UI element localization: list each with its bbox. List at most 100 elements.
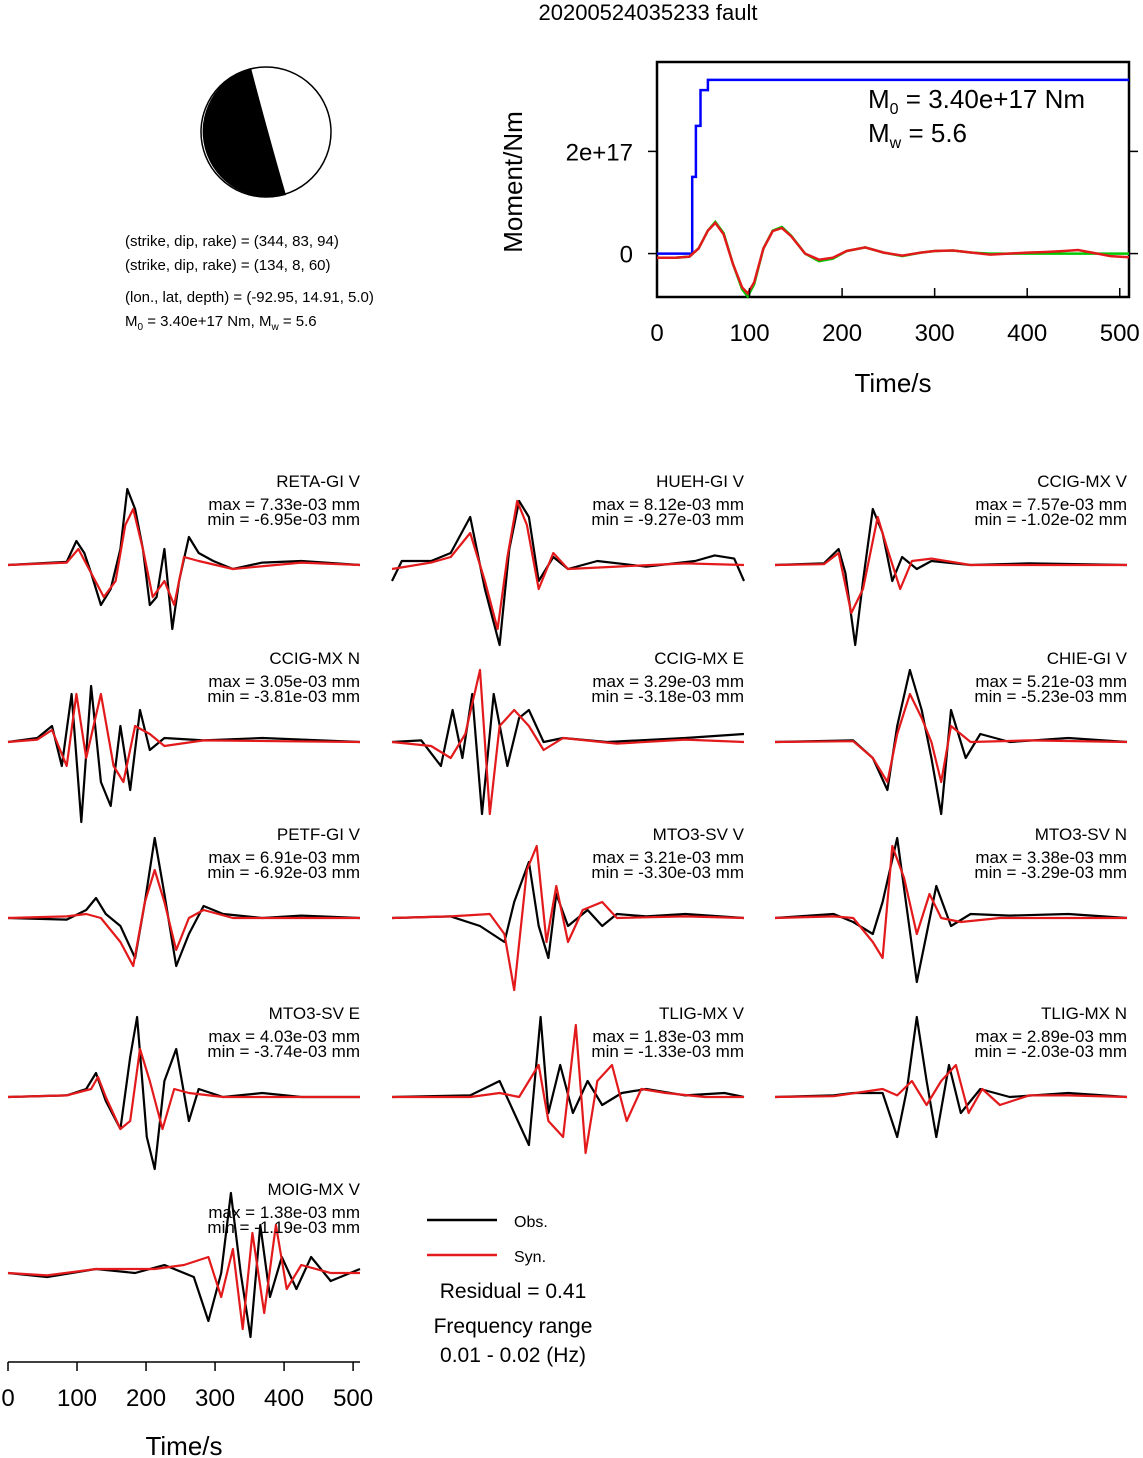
synthetic-trace xyxy=(7,507,361,607)
figure-title: 20200524035233 fault xyxy=(539,0,758,25)
observed-trace xyxy=(774,507,1128,647)
station-name: TLIG-MX V xyxy=(659,1004,745,1023)
synthetic-trace xyxy=(7,1047,360,1131)
synthetic-trace xyxy=(391,844,745,992)
station-name: CCIG-MX E xyxy=(654,649,744,668)
station-name: CCIG-MX V xyxy=(1037,472,1127,491)
waveform-x-tick-label-4: 400 xyxy=(264,1385,304,1412)
observed-trace xyxy=(7,836,361,968)
synthetic-trace xyxy=(774,515,1127,615)
waveform-x-tick-label-1: 100 xyxy=(57,1385,97,1412)
synthetic-trace xyxy=(391,499,745,631)
station-min: min = -6.92e-03 mm xyxy=(207,863,360,882)
observed-trace xyxy=(7,487,361,631)
legend-obs-label: Obs. xyxy=(514,1214,548,1231)
synthetic-trace xyxy=(774,692,1128,784)
beachball xyxy=(200,66,332,198)
moment-y-tick-label-1: 2e+17 xyxy=(566,139,633,166)
moment-chart-frame xyxy=(655,60,1131,299)
station-max: max = 1.38e-03 mm xyxy=(208,1203,360,1222)
observed-trace xyxy=(7,1191,361,1339)
waveform-x-tick-label-3: 300 xyxy=(195,1385,235,1412)
hypocenter-location: (lon., lat, depth) = (-92.95, 14.91, 5.0… xyxy=(125,289,374,306)
station-name: CHIE-GI V xyxy=(1047,649,1128,668)
moment-x-tick-label-3: 300 xyxy=(915,320,955,347)
moment-x-tick-label-4: 400 xyxy=(1007,320,1047,347)
moment-x-tick-label-5: 500 xyxy=(1100,320,1140,347)
moment-annotation-m0: M0 = 3.40e+17 Nm xyxy=(868,84,1085,118)
station-max: max = 6.91e-03 mm xyxy=(208,848,360,867)
station-min: min = -9.27e-03 mm xyxy=(591,510,744,529)
moment-series-2 xyxy=(657,220,1130,296)
synthetic-trace xyxy=(774,1063,1128,1115)
moment-axes: 0 100 200 300 400 500 0 2e+17 xyxy=(566,139,1140,347)
station-name: MTO3-SV E xyxy=(269,1004,360,1023)
beachball-compressional-quadrant xyxy=(202,68,286,198)
residual-text: Residual = 0.41 xyxy=(440,1280,587,1303)
station-max: max = 5.21e-03 mm xyxy=(975,672,1127,691)
station-name: TLIG-MX N xyxy=(1041,1004,1127,1023)
waveform-x-tick-label-2: 200 xyxy=(126,1385,166,1412)
station-name: RETA-GI V xyxy=(276,472,360,491)
waveform-x-tick-label-5: 500 xyxy=(333,1385,373,1412)
synthetic-trace xyxy=(391,668,745,816)
observed-trace xyxy=(774,668,1128,816)
moment-x-tick-label-1: 100 xyxy=(730,320,770,347)
station-max: max = 4.03e-03 mm xyxy=(208,1027,360,1046)
station-min: min = -3.81e-03 mm xyxy=(207,687,360,706)
station-max: max = 8.12e-03 mm xyxy=(592,495,744,514)
synthetic-trace xyxy=(7,868,360,968)
station-max: max = 3.38e-03 mm xyxy=(975,848,1127,867)
station-name: PETF-GI V xyxy=(277,825,361,844)
station-max: max = 7.57e-03 mm xyxy=(975,495,1127,514)
station-min: min = -3.18e-03 mm xyxy=(591,687,744,706)
mechanism-text: (strike, dip, rake) = (344, 83, 94) (str… xyxy=(125,233,374,333)
legend-syn-label: Syn. xyxy=(514,1249,546,1266)
station-name: MTO3-SV V xyxy=(653,825,745,844)
observed-trace xyxy=(391,499,746,647)
station-min: min = -5.23e-03 mm xyxy=(974,687,1127,706)
station-name: MTO3-SV N xyxy=(1035,825,1127,844)
station-min: min = -1.19e-03 mm xyxy=(207,1218,360,1237)
observed-trace xyxy=(391,860,745,960)
moment-x-tick-label-2: 200 xyxy=(822,320,862,347)
moment-series-1 xyxy=(657,219,1129,299)
moment-series-group xyxy=(657,78,1130,299)
frequency-range-value: 0.01 - 0.02 (Hz) xyxy=(440,1344,586,1367)
station-min: min = -1.33e-03 mm xyxy=(591,1042,744,1061)
station-min: min = -3.30e-03 mm xyxy=(591,863,744,882)
synthetic-trace xyxy=(7,1223,360,1331)
station-name: CCIG-MX N xyxy=(269,649,360,668)
station-max: max = 3.21e-03 mm xyxy=(592,848,744,867)
station-name: MOIG-MX V xyxy=(267,1180,360,1199)
moment-y-axis-label: Moment/Nm xyxy=(498,111,528,253)
station-min: min = -1.02e-02 mm xyxy=(974,510,1127,529)
waveform-time-axis: 0 100 200 300 400 500 xyxy=(1,1361,373,1412)
moment-y-tick-label-0: 0 xyxy=(620,242,633,269)
moment-annotation-mw: Mw = 5.6 xyxy=(868,118,967,152)
station-min: min = -3.29e-03 mm xyxy=(974,863,1127,882)
waveform-x-tick-label-0: 0 xyxy=(1,1385,14,1412)
observed-trace xyxy=(774,1015,1128,1139)
station-max: max = 2.89e-03 mm xyxy=(975,1027,1127,1046)
station-max: max = 3.05e-03 mm xyxy=(208,672,360,691)
moment-magnitude-line: M0 = 3.40e+17 Nm, Mw = 5.6 xyxy=(125,313,317,333)
station-max: max = 7.33e-03 mm xyxy=(208,495,360,514)
station-max: max = 3.29e-03 mm xyxy=(592,672,744,691)
station-max: max = 1.83e-03 mm xyxy=(592,1027,744,1046)
station-min: min = -3.74e-03 mm xyxy=(207,1042,360,1061)
nodal-plane-2: (strike, dip, rake) = (134, 8, 60) xyxy=(125,257,331,274)
moment-x-tick-label-0: 0 xyxy=(650,320,663,347)
